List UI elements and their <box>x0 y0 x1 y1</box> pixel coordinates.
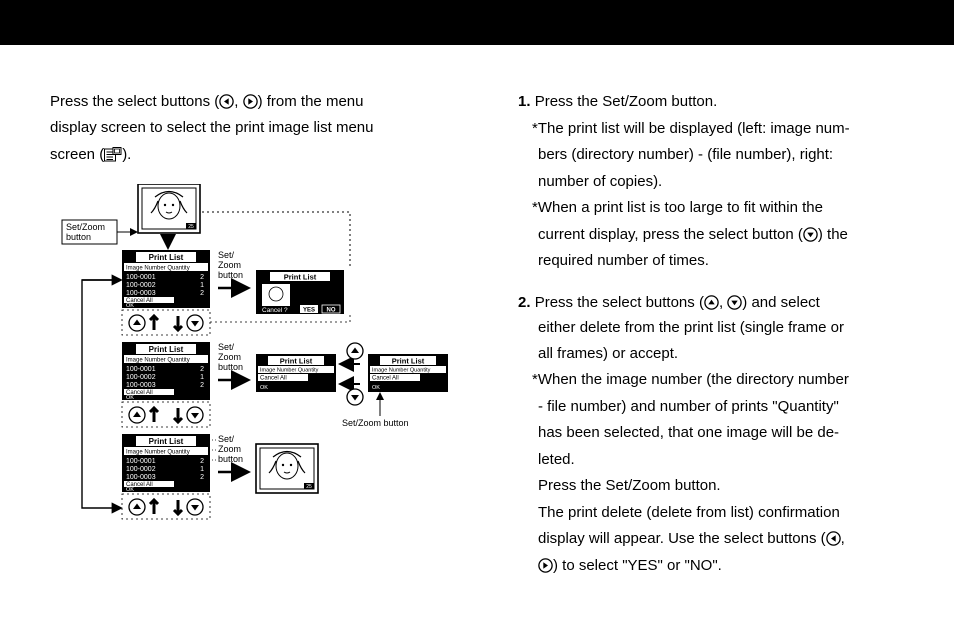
left-triangle-icon <box>826 531 841 546</box>
step-1-title: 1. Press the Set/Zoom button. <box>518 89 906 115</box>
svg-text:Set/Zoom: Set/Zoom <box>66 222 105 232</box>
svg-text:button: button <box>218 270 243 280</box>
step-2-title: 2. Press the select buttons (, ) and sel… <box>518 290 906 316</box>
step-text: display will appear. Use the select butt… <box>518 526 906 552</box>
down-triangle-icon <box>803 227 818 242</box>
step-text: Press the select buttons ( <box>535 294 704 311</box>
svg-text:Zoom: Zoom <box>218 260 241 270</box>
step-text: *The print list will be displayed (left:… <box>518 116 906 142</box>
step-text: current display, press the select button… <box>538 226 803 243</box>
step-text: number of copies). <box>518 169 906 195</box>
step-text: The print delete (delete from list) conf… <box>518 500 906 526</box>
step-text: ) the <box>818 226 848 243</box>
step-text: current display, press the select button… <box>518 222 906 248</box>
svg-text:Print List: Print List <box>284 272 317 281</box>
step-text: either delete from the print list (singl… <box>518 315 906 341</box>
step-text: all frames) or accept. <box>518 341 906 367</box>
svg-text:Zoom: Zoom <box>218 444 241 454</box>
step-text: - file number) and number of prints "Qua… <box>518 394 906 420</box>
step-text: has been selected, that one image will b… <box>518 420 906 446</box>
up-triangle-icon <box>704 295 719 310</box>
svg-text:button: button <box>66 232 91 242</box>
svg-text:Set/: Set/ <box>218 250 235 260</box>
step-text: bers (directory number) - (file number),… <box>518 142 906 168</box>
step-number: 2. <box>518 294 531 311</box>
step-text: display will appear. Use the select butt… <box>538 530 826 547</box>
svg-text:NO: NO <box>327 307 336 313</box>
svg-text:button: button <box>218 454 243 464</box>
intro-text: ). <box>122 146 131 163</box>
step-text: ) and select <box>742 294 820 311</box>
step-text: *When a print list is too large to fit w… <box>518 195 906 221</box>
step-text: Press the Set/Zoom button. <box>535 93 718 110</box>
intro-text: screen ( <box>50 146 104 163</box>
intro-text: , <box>234 93 242 110</box>
svg-text:Cancel ?: Cancel ? <box>262 307 288 314</box>
right-triangle-icon <box>243 94 258 109</box>
step-number: 1. <box>518 93 531 110</box>
step-text: required number of times. <box>518 248 906 274</box>
intro-text: Press the select buttons ( <box>50 93 219 110</box>
intro-text: ) from the menu <box>258 93 364 110</box>
page-content: Press the select buttons (, ) from the m… <box>0 45 954 594</box>
svg-text:button: button <box>218 362 243 372</box>
svg-text:YES: YES <box>303 307 315 313</box>
step-text: leted. <box>518 447 906 473</box>
step-2: 2. Press the select buttons (, ) and sel… <box>518 290 906 579</box>
header-black-bar <box>0 0 954 45</box>
right-column: 1. Press the Set/Zoom button. *The print… <box>518 89 906 594</box>
svg-text:Set/Zoom button: Set/Zoom button <box>342 418 409 428</box>
step-text: , <box>841 530 845 547</box>
step-text: Press the Set/Zoom button. <box>518 473 906 499</box>
step-1: 1. Press the Set/Zoom button. *The print… <box>518 89 906 274</box>
left-triangle-icon <box>219 94 234 109</box>
svg-text:Zoom: Zoom <box>218 352 241 362</box>
intro-text: display screen to select the print image… <box>50 119 374 136</box>
svg-text:Set/: Set/ <box>218 434 235 444</box>
step-text: , <box>719 294 727 311</box>
instruction-diagram: 25 Print List Image Number Quantity 100-… <box>50 168 462 564</box>
step-text: *When the image number (the directory nu… <box>518 367 906 393</box>
print-list-icon <box>104 147 122 162</box>
intro-paragraph: Press the select buttons (, ) from the m… <box>50 89 462 168</box>
step-text: ) to select "YES" or "NO". <box>553 557 722 574</box>
step-text: ) to select "YES" or "NO". <box>518 553 906 579</box>
right-triangle-icon <box>538 558 553 573</box>
svg-text:Set/: Set/ <box>218 342 235 352</box>
down-triangle-icon <box>727 295 742 310</box>
left-column: Press the select buttons (, ) from the m… <box>50 89 462 594</box>
